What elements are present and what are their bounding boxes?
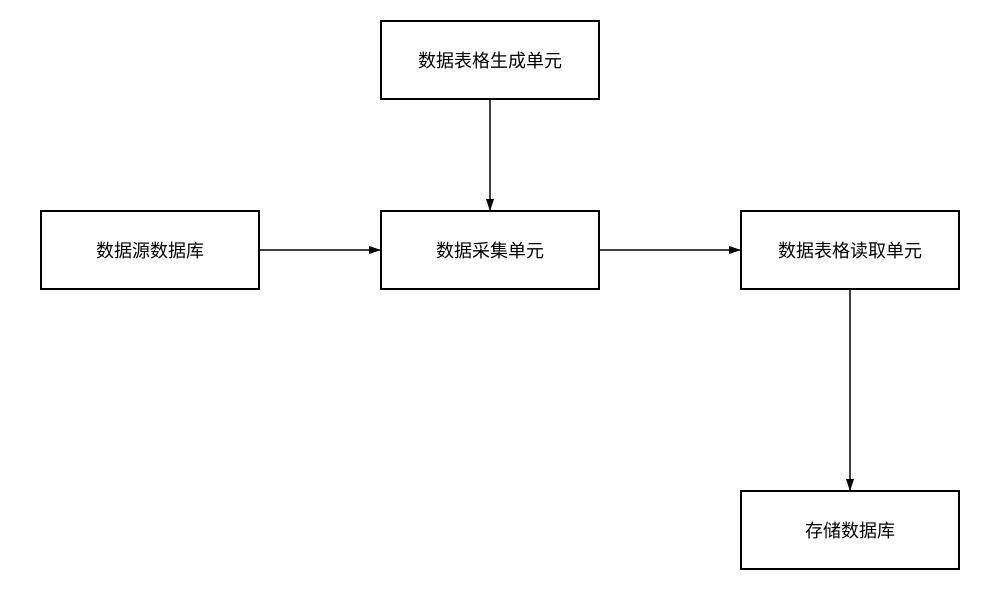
node-top-label: 数据表格生成单元 xyxy=(418,47,562,73)
flowchart-canvas: 数据表格生成单元 数据源数据库 数据采集单元 数据表格读取单元 存储数据库 xyxy=(0,0,1000,605)
node-left-label: 数据源数据库 xyxy=(96,237,204,263)
node-bottom-label: 存储数据库 xyxy=(805,517,895,543)
node-bottom: 存储数据库 xyxy=(740,490,960,570)
node-center: 数据采集单元 xyxy=(380,210,600,290)
node-top: 数据表格生成单元 xyxy=(380,20,600,100)
node-right: 数据表格读取单元 xyxy=(740,210,960,290)
node-right-label: 数据表格读取单元 xyxy=(778,237,922,263)
node-center-label: 数据采集单元 xyxy=(436,237,544,263)
node-left: 数据源数据库 xyxy=(40,210,260,290)
